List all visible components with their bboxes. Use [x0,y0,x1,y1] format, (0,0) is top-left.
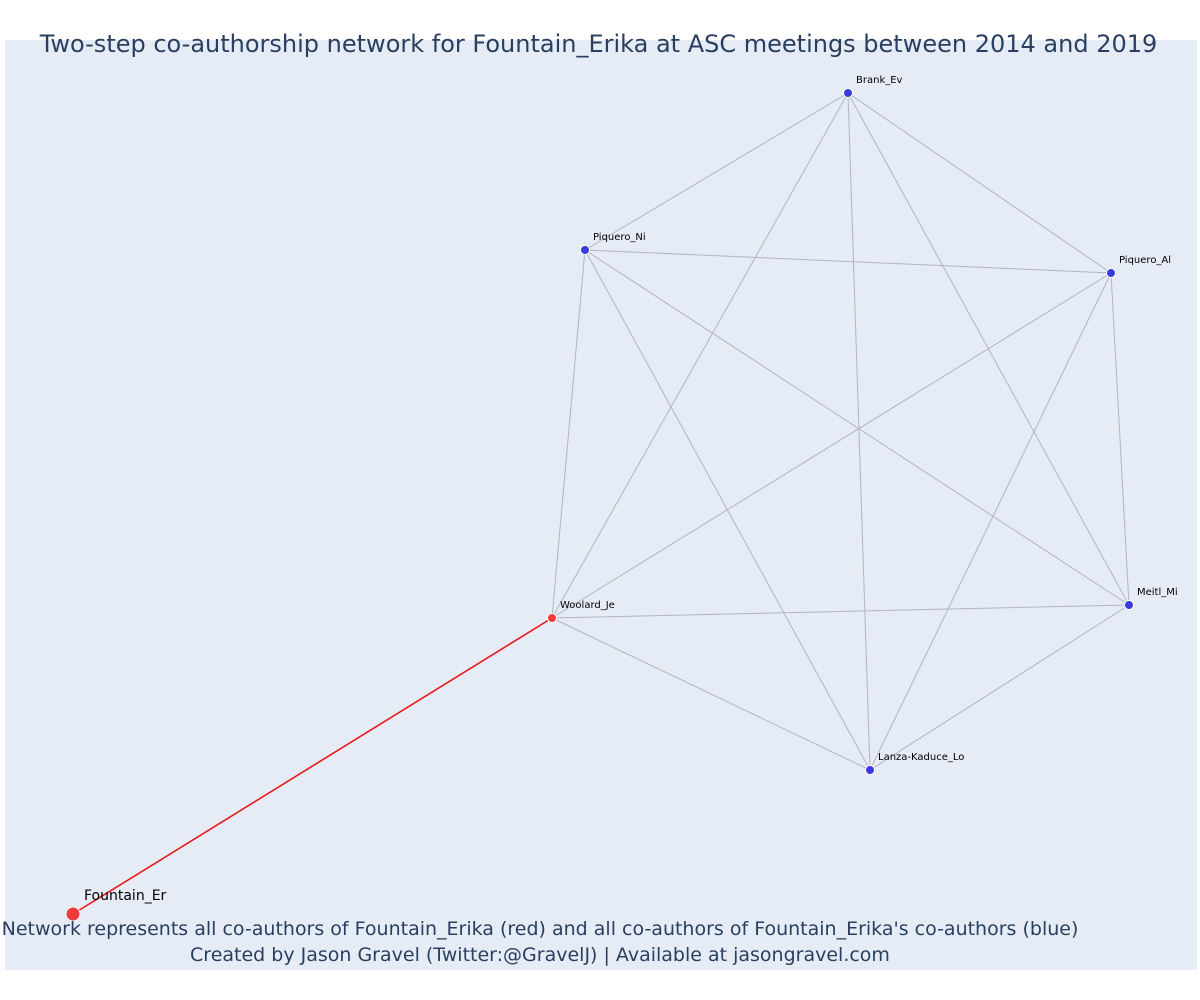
node-piquero_al[interactable] [1106,268,1116,278]
edge-woolard-meitl [551,604,1130,619]
edge-meitl-lanza [869,604,1130,771]
node-lanza[interactable] [865,765,875,775]
node-label-fountain: Fountain_Er [84,888,167,904]
nodes-layer: Brank_Ev Piquero_Ni Piquero_Al Woolard_Je Me… [65,75,1178,922]
edge-brank-piquero_ni [584,92,849,251]
edge-piquero_al-woolard [551,272,1112,619]
edge-piquero_al-lanza [869,272,1112,771]
node-meitl[interactable] [1124,600,1134,610]
edges-layer [72,92,1130,915]
edge-piquero_ni-piquero_al [584,249,1112,274]
node-label-woolard: Woolard_Je [560,600,615,611]
node-woolard[interactable] [547,613,557,623]
edge-woolard-lanza [551,617,871,771]
edge-piquero_ni-woolard [551,249,586,619]
footer-note: Network represents all co-authors of Fou… [1,918,1079,940]
edge-brank-woolard [551,92,849,619]
chart-title: Two-step co-authorship network for Fount… [39,30,1158,58]
edge-brank-piquero_al [847,92,1112,274]
node-label-lanza: Lanza-Kaduce_Lo [878,752,964,763]
edge-brank-lanza [847,92,871,771]
node-label-meitl: Meitl_Mi [1137,587,1178,598]
node-label-piquero_ni: Piquero_Ni [593,232,646,243]
node-label-brank: Brank_Ev [856,75,903,86]
edge-woolard-fountain [72,617,553,915]
node-piquero_ni[interactable] [580,245,590,255]
edge-piquero_al-meitl [1110,272,1130,606]
node-label-piquero_al: Piquero_Al [1119,255,1171,266]
edge-piquero_ni-meitl [584,249,1130,606]
node-brank[interactable] [843,88,853,98]
footer-credit: Created by Jason Gravel (Twitter:@Gravel… [190,944,890,966]
node-fountain[interactable] [65,906,81,922]
